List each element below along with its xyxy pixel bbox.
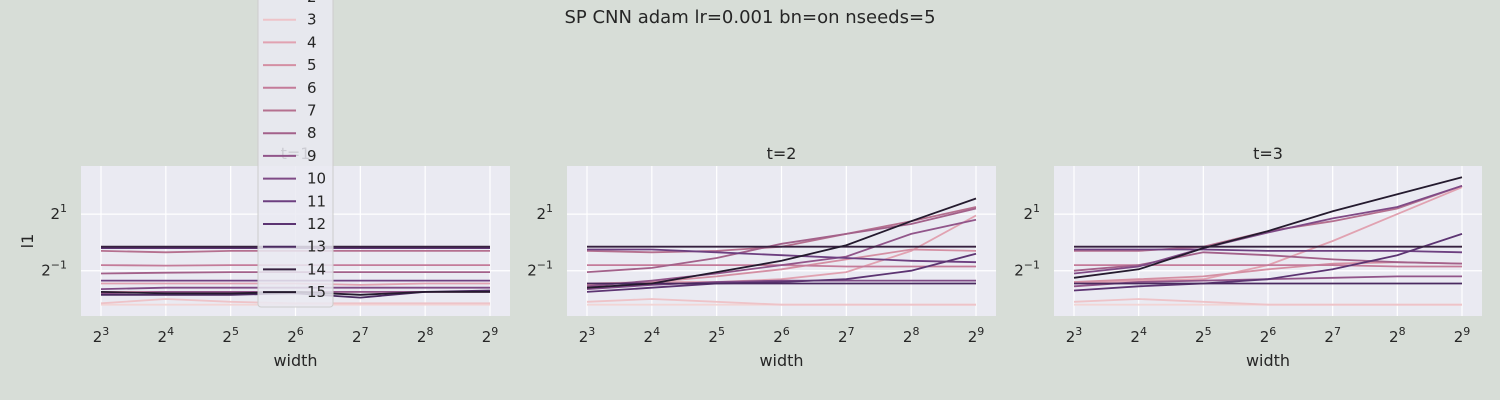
legend-label: 9: [307, 147, 317, 165]
x-axis-label: width: [273, 351, 317, 370]
legend-label: 7: [307, 102, 317, 120]
panel-t2: 23 24 25 26 27 28 29 21 2−1 t=2 width: [527, 144, 996, 370]
legend-label: 2: [307, 0, 317, 6]
x-tick-label: 23: [1066, 325, 1083, 346]
legend-label: 14: [307, 260, 326, 278]
legend-box: [257, 0, 334, 308]
series-line-8: [1073, 251, 1463, 272]
panel-title: t=2: [767, 144, 797, 163]
legend-label: 11: [307, 192, 326, 210]
x-axis-label: width: [759, 351, 803, 370]
legend-label: 12: [307, 215, 326, 233]
legend-label: 5: [307, 56, 317, 74]
x-tick-label: 25: [1195, 325, 1212, 346]
x-tick-label: 26: [1260, 325, 1277, 346]
y-tick-label: 2−1: [1014, 259, 1040, 280]
series-line-5: [586, 248, 977, 286]
x-tick-label: 25: [222, 325, 239, 346]
legend-label: 6: [307, 79, 317, 97]
legend: 2 3 4 5 6 7 8 9 10 11 12 13 14 15: [257, 0, 334, 308]
legend-label: 15: [307, 283, 326, 301]
x-tick-label: 24: [158, 325, 175, 346]
series-line-10: [586, 279, 976, 290]
x-tick-label: 29: [482, 325, 499, 346]
x-tick-label: 26: [773, 325, 790, 346]
x-tick-label: 23: [93, 325, 110, 346]
series-line-3: [586, 298, 976, 306]
panel-t3: 23 24 25 26 27 28 29 21 2−1 t=3 width: [1014, 144, 1482, 370]
series-line-11: [1074, 248, 1463, 254]
legend-label: 10: [307, 170, 326, 188]
series-line-8: [586, 207, 977, 273]
x-tick-label: 28: [1389, 325, 1406, 346]
y-tick-label: 21: [536, 202, 553, 223]
series-line-12: [1073, 233, 1463, 292]
y-tick-label: 2−1: [41, 259, 67, 280]
x-tick-label: 27: [1324, 325, 1341, 346]
series-line-11: [587, 248, 977, 264]
panel-title: t=3: [1253, 144, 1283, 163]
y-tick-label: 21: [1023, 202, 1040, 223]
series-line-9: [586, 218, 977, 288]
x-tick-label: 24: [1130, 325, 1147, 346]
x-tick-label: 29: [1454, 325, 1471, 346]
y-tick-label: 21: [50, 202, 67, 223]
series-line-15: [586, 197, 977, 289]
figure-title: SP CNN adam lr=0.001 bn=on nseeds=5: [564, 7, 935, 28]
x-tick-label: 28: [903, 325, 920, 346]
series-line-15: [1073, 176, 1463, 279]
x-tick-label: 24: [644, 325, 661, 346]
x-tick-label: 23: [579, 325, 596, 346]
series-line-3: [1073, 298, 1462, 306]
x-tick-label: 27: [352, 325, 369, 346]
y-tick-label: 2−1: [527, 259, 553, 280]
x-tick-label: 27: [838, 325, 855, 346]
series-line-12: [586, 252, 977, 293]
x-tick-label: 25: [708, 325, 725, 346]
legend-label: 4: [307, 33, 317, 51]
legend-label: 13: [307, 238, 326, 256]
x-tick-label: 29: [968, 325, 985, 346]
legend-label: 8: [307, 124, 317, 142]
legend-label: 3: [307, 11, 317, 29]
x-axis-label: width: [1246, 351, 1290, 370]
x-tick-label: 28: [417, 325, 434, 346]
series-line-10: [1073, 184, 1463, 275]
y-axis-label: l1: [18, 234, 37, 249]
x-tick-label: 26: [287, 325, 304, 346]
